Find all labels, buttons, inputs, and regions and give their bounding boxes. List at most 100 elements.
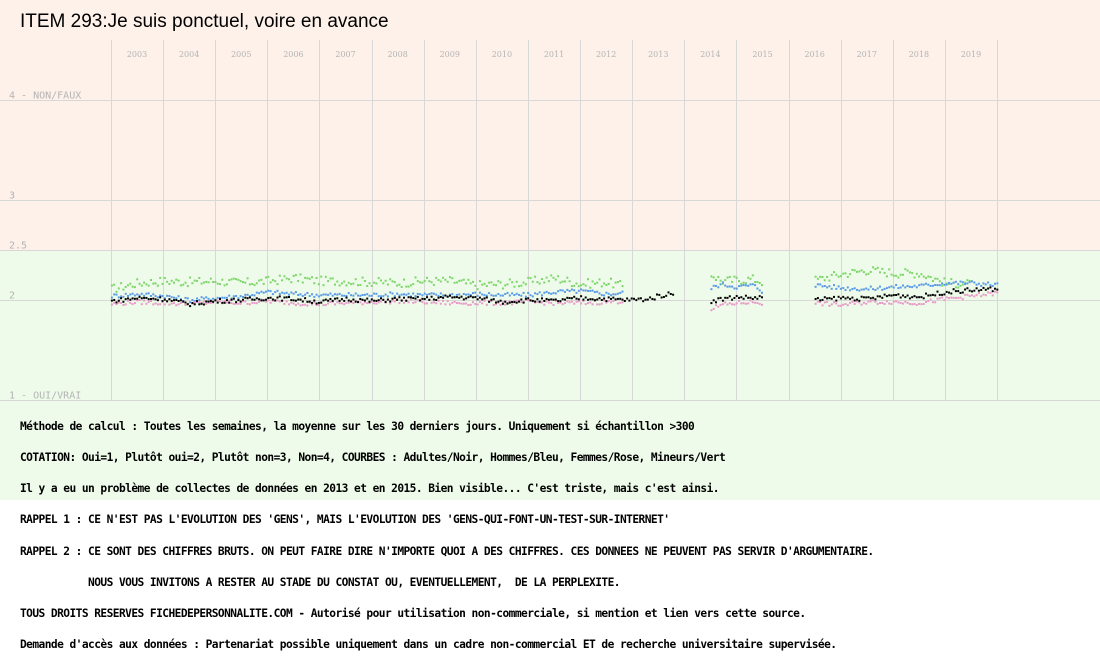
data-point bbox=[285, 291, 288, 294]
data-point bbox=[359, 298, 362, 300]
data-point bbox=[269, 281, 272, 284]
data-point bbox=[862, 301, 865, 304]
data-point bbox=[561, 298, 564, 301]
data-point bbox=[437, 279, 440, 281]
data-point bbox=[290, 281, 293, 284]
data-point bbox=[426, 293, 428, 296]
data-point bbox=[294, 291, 297, 294]
data-point bbox=[612, 293, 615, 296]
data-point bbox=[205, 296, 208, 299]
data-point bbox=[568, 301, 571, 304]
data-point bbox=[214, 281, 217, 283]
data-point bbox=[327, 299, 330, 302]
data-point bbox=[754, 296, 757, 299]
data-point bbox=[255, 291, 258, 294]
data-point bbox=[432, 301, 435, 304]
data-point bbox=[384, 279, 387, 282]
data-point bbox=[966, 287, 969, 290]
data-point bbox=[315, 302, 318, 305]
data-point bbox=[860, 269, 863, 272]
data-point bbox=[735, 302, 738, 305]
data-point bbox=[469, 303, 472, 306]
data-point bbox=[531, 299, 534, 302]
data-point bbox=[885, 300, 888, 303]
data-point bbox=[446, 280, 449, 283]
data-point bbox=[577, 300, 580, 303]
data-point bbox=[497, 293, 500, 295]
data-point bbox=[883, 293, 886, 296]
x-tick-label: 2010 bbox=[492, 50, 512, 59]
data-point bbox=[621, 301, 624, 304]
data-point bbox=[858, 289, 861, 292]
data-point bbox=[964, 283, 967, 285]
data-point bbox=[292, 299, 295, 302]
data-point bbox=[821, 276, 824, 278]
data-point bbox=[712, 284, 715, 287]
data-point bbox=[485, 294, 488, 297]
data-point bbox=[262, 291, 265, 294]
data-point bbox=[455, 296, 458, 299]
data-point bbox=[495, 303, 497, 306]
data-point bbox=[897, 276, 900, 279]
data-point bbox=[899, 301, 902, 304]
data-point bbox=[913, 303, 916, 305]
data-point bbox=[304, 276, 307, 279]
data-point bbox=[193, 300, 196, 302]
data-point bbox=[290, 291, 293, 294]
data-point bbox=[545, 300, 548, 303]
data-point bbox=[989, 291, 992, 294]
data-point bbox=[274, 291, 277, 294]
data-point bbox=[253, 302, 256, 305]
data-point bbox=[867, 296, 870, 299]
data-point bbox=[621, 285, 624, 288]
data-point bbox=[874, 298, 877, 301]
data-point bbox=[117, 296, 120, 299]
data-point bbox=[892, 274, 895, 277]
data-point bbox=[334, 293, 336, 296]
data-point bbox=[156, 299, 159, 302]
data-point bbox=[345, 301, 348, 304]
data-point bbox=[550, 274, 553, 277]
data-point bbox=[721, 282, 724, 285]
data-point bbox=[911, 296, 914, 299]
data-point bbox=[124, 286, 127, 288]
data-point bbox=[495, 294, 497, 297]
data-point bbox=[911, 303, 914, 306]
data-point bbox=[977, 282, 980, 285]
data-point bbox=[938, 284, 941, 287]
data-point bbox=[386, 295, 389, 298]
data-point bbox=[488, 281, 491, 284]
data-point bbox=[412, 297, 415, 300]
data-point bbox=[975, 287, 978, 290]
data-point bbox=[306, 300, 309, 303]
data-point bbox=[867, 272, 870, 275]
data-point bbox=[906, 294, 909, 297]
data-point bbox=[547, 280, 550, 283]
data-point bbox=[251, 283, 254, 285]
data-point bbox=[920, 303, 923, 306]
data-point bbox=[506, 283, 509, 286]
data-point bbox=[621, 290, 624, 293]
data-point bbox=[290, 299, 293, 302]
data-point bbox=[948, 297, 950, 300]
data-point bbox=[744, 282, 747, 285]
footer-line: TOUS DROITS RESERVES FICHEDEPERSONNALITE… bbox=[20, 607, 806, 621]
data-point bbox=[276, 296, 279, 299]
data-point bbox=[177, 300, 180, 302]
data-point bbox=[122, 300, 125, 303]
data-point bbox=[717, 276, 720, 278]
data-point bbox=[179, 298, 182, 301]
data-point bbox=[205, 302, 208, 305]
data-point bbox=[936, 284, 939, 287]
data-point bbox=[547, 301, 550, 304]
data-point bbox=[908, 303, 911, 305]
data-point bbox=[915, 286, 918, 289]
data-point bbox=[839, 304, 842, 307]
data-point bbox=[292, 274, 295, 277]
data-point bbox=[742, 284, 745, 286]
data-point bbox=[179, 284, 182, 287]
data-point bbox=[554, 278, 557, 281]
data-point bbox=[816, 297, 819, 300]
data-point bbox=[311, 293, 313, 296]
data-point bbox=[350, 300, 353, 303]
